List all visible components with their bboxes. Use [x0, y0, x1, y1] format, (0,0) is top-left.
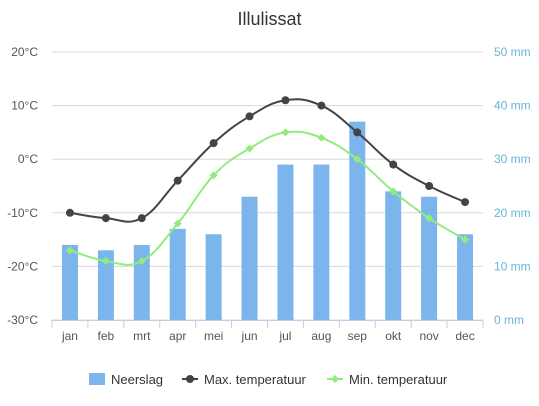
x-tick-label: feb: [98, 329, 115, 343]
bar-neerslag: [421, 196, 438, 320]
x-tick-label: jul: [278, 329, 291, 343]
line-min-temperatuur: [69, 130, 466, 266]
bar-neerslag: [277, 164, 294, 320]
x-tick-label: dec: [455, 329, 474, 343]
x-tick-label: mei: [204, 329, 223, 343]
legend-swatch-bar: [89, 373, 105, 385]
x-tick-label: okt: [385, 329, 402, 343]
point-min-temperatuur: [461, 235, 470, 244]
x-tick-label: mrt: [133, 329, 151, 343]
point-max-temperatuur: [317, 101, 326, 110]
x-tick-label: jun: [241, 329, 258, 343]
point-min-temperatuur: [137, 257, 146, 266]
x-tick-label: jan: [61, 329, 78, 343]
x-tick-label: aug: [311, 329, 331, 343]
point-max-temperatuur: [389, 160, 398, 169]
y-right-tick-label: 40 mm: [494, 99, 531, 113]
y-left-tick-label: -20°C: [7, 259, 38, 273]
y-left-tick-label: -10°C: [7, 206, 38, 220]
bar-neerslag: [169, 228, 186, 320]
bar-neerslag: [313, 164, 330, 320]
point-max-temperatuur: [101, 214, 110, 223]
line-max-temperatuur: [69, 98, 466, 223]
bar-neerslag: [97, 250, 114, 320]
x-tick-label: sep: [348, 329, 368, 343]
point-max-temperatuur: [173, 176, 182, 185]
legend-label: Min. temperatuur: [349, 372, 448, 387]
bar-neerslag: [61, 244, 78, 320]
point-max-temperatuur: [461, 198, 470, 207]
y-right-tick-label: 10 mm: [494, 259, 531, 273]
point-min-temperatuur: [281, 128, 290, 137]
point-min-temperatuur: [245, 144, 254, 153]
legend-item-neerslag[interactable]: Neerslag: [89, 372, 163, 387]
line-series: [65, 96, 470, 266]
bar-neerslag: [457, 234, 474, 320]
y-right-tick-label: 30 mm: [494, 152, 531, 166]
point-min-temperatuur: [353, 155, 362, 164]
point-max-temperatuur: [353, 128, 362, 137]
y-left-tick-label: 20°C: [11, 45, 38, 59]
legend-label: Neerslag: [111, 372, 163, 387]
y-left-tick-label: 0°C: [18, 152, 38, 166]
bar-neerslag: [205, 234, 222, 320]
point-max-temperatuur: [209, 139, 218, 148]
point-min-temperatuur: [65, 246, 74, 255]
legend-swatch-marker: [331, 375, 339, 383]
x-tick-label: nov: [419, 329, 438, 343]
point-min-temperatuur: [101, 257, 110, 266]
x-tick-label: apr: [169, 329, 186, 343]
point-min-temperatuur: [389, 187, 398, 196]
y-left-tick-label: -30°C: [7, 313, 38, 327]
point-max-temperatuur: [137, 214, 146, 223]
y-left-tick-label: 10°C: [11, 99, 38, 113]
bar-neerslag: [349, 121, 366, 321]
y-right-tick-label: 0 mm: [494, 313, 524, 327]
y-right-tick-label: 50 mm: [494, 45, 531, 59]
legend: Neerslag Max. temperatuur Min. temperatuur: [89, 372, 448, 387]
legend-item-min-temperatuur[interactable]: Min. temperatuur: [327, 372, 448, 387]
point-max-temperatuur: [281, 96, 290, 105]
point-max-temperatuur: [425, 182, 434, 190]
y-right-tick-label: 20 mm: [494, 206, 531, 220]
grid-lines: [52, 51, 483, 321]
bar-neerslag: [241, 196, 258, 320]
point-min-temperatuur: [209, 171, 218, 180]
legend-item-max-temperatuur[interactable]: Max. temperatuur: [182, 372, 307, 387]
point-max-temperatuur: [65, 208, 74, 217]
axes: 20°C 10°C 0°C -10°C -20°C -30°C 50 mm 40 mm 30 m…: [7, 45, 531, 343]
bar-neerslag: [385, 191, 402, 320]
legend-label: Max. temperatuur: [204, 372, 307, 387]
bar-neerslag: [133, 244, 150, 320]
point-min-temperatuur: [425, 214, 434, 223]
legend-swatch-marker: [186, 375, 194, 383]
point-max-temperatuur: [245, 112, 254, 121]
chart-title: Illulissat: [237, 9, 301, 29]
point-min-temperatuur: [317, 133, 326, 142]
point-min-temperatuur: [173, 219, 182, 228]
bar-series: [61, 121, 474, 321]
